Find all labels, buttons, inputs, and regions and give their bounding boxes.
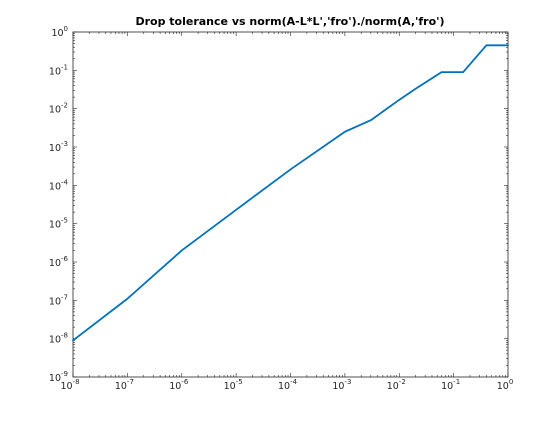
x-tick-label: 10-8: [60, 378, 79, 392]
y-tick-label: 10-7: [49, 293, 68, 307]
y-tick-label: 10-5: [49, 217, 68, 231]
y-tick-label: 10-2: [49, 102, 68, 116]
series-line: [72, 44, 509, 342]
x-tick-label: 10-7: [115, 378, 134, 392]
y-tick-label: 10-3: [49, 140, 68, 154]
x-tick-label: 10-6: [169, 378, 189, 392]
chart-title: Drop tolerance vs norm(A-L*L','fro')./no…: [135, 15, 444, 28]
y-tick-label: 10-1: [49, 63, 68, 77]
y-tick-label: 10-8: [49, 332, 68, 346]
x-tick-label: 10-4: [278, 378, 298, 392]
x-tick-label: 10-3: [332, 378, 351, 392]
x-tick-label: 100: [497, 378, 514, 392]
y-tick-label: 10-4: [49, 178, 69, 192]
x-tick-label: 10-2: [387, 378, 406, 392]
x-tick-label: 10-1: [441, 378, 460, 392]
x-tick-labels: 10-8 10-7 10-6 10-5 10-4 10-3 10-2 10-1 100: [60, 378, 513, 392]
plot-frame: [72, 31, 509, 378]
y-tick-label: 10-9: [49, 370, 68, 384]
y-tick-label: 10-6: [49, 255, 69, 269]
series-layer: [72, 44, 509, 342]
y-tick-label: 100: [51, 25, 68, 39]
y-tick-labels: 10-9 10-8 10-7 10-6 10-5 10-4 10-3 10-2 10-1 100: [49, 25, 69, 384]
tick-marks: [72, 31, 509, 378]
x-tick-label: 10-5: [224, 378, 243, 392]
